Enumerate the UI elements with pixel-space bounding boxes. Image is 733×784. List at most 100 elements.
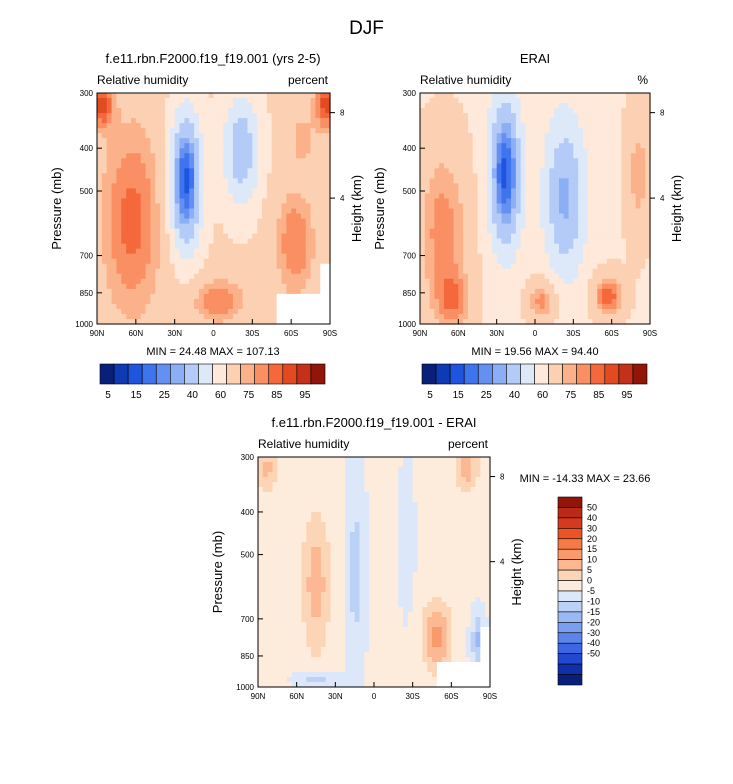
colorbar-swatch: [310, 363, 326, 385]
field-cell: [286, 273, 292, 280]
field-cell: [232, 203, 239, 210]
field-cell: [281, 183, 287, 190]
field-cell: [228, 198, 234, 205]
field-cell: [262, 258, 268, 265]
field-cell: [467, 128, 474, 134]
field-cell: [213, 93, 219, 99]
field-cell: [325, 243, 331, 250]
field-cell: [315, 253, 321, 260]
field-cell: [315, 258, 321, 265]
field-cell: [635, 163, 642, 169]
field-cell: [539, 313, 546, 320]
field-cell: [463, 158, 469, 164]
field-cell: [645, 313, 651, 320]
field-cell: [242, 108, 249, 114]
field-cell: [311, 482, 317, 488]
field-cell: [549, 218, 555, 225]
field-cell: [602, 238, 608, 245]
field-cell: [160, 213, 166, 220]
field-cell: [306, 482, 312, 488]
field-cell: [276, 173, 283, 179]
field-cell: [262, 253, 268, 260]
field-cell: [310, 243, 317, 250]
field-cell: [189, 308, 195, 315]
field-cell: [563, 183, 570, 190]
field-cell: [164, 98, 171, 104]
field-cell: [140, 293, 147, 300]
field-cell: [587, 103, 594, 109]
field-cell: [184, 213, 190, 220]
field-cell: [281, 93, 287, 99]
field-cell: [587, 233, 594, 240]
field-cell: [257, 138, 263, 144]
field-cell: [592, 233, 598, 240]
field-cell: [208, 293, 215, 300]
field-cell: [417, 472, 423, 478]
field-cell: [578, 158, 584, 164]
field-cell: [403, 492, 409, 498]
field-cell: [582, 268, 589, 275]
field-cell: [281, 103, 287, 109]
field-cell: [135, 198, 142, 205]
field-cell: [218, 268, 224, 275]
field-cell: [568, 248, 574, 255]
field-cell: [635, 228, 642, 235]
field-cell: [315, 173, 321, 179]
field-cell: [482, 253, 488, 260]
field-cell: [106, 233, 113, 240]
field-cell: [252, 168, 258, 174]
field-cell: [592, 268, 598, 275]
field-cell: [578, 168, 584, 174]
field-cell: [487, 263, 493, 270]
field-cell: [189, 213, 195, 220]
field-cell: [252, 163, 258, 169]
field-cell: [164, 263, 171, 270]
field-cell: [520, 188, 527, 195]
field-cell: [554, 153, 560, 159]
field-cell: [453, 93, 459, 99]
field-cell: [506, 283, 512, 290]
field-cell: [472, 203, 479, 210]
field-cell: [544, 118, 550, 124]
field-cell: [174, 208, 181, 215]
field-cell: [630, 268, 637, 275]
field-cell: [535, 103, 541, 109]
field-cell: [606, 293, 613, 300]
field-cell: [434, 213, 440, 220]
field-cell: [150, 93, 156, 99]
field-cell: [310, 133, 317, 139]
field-cell: [335, 487, 341, 493]
field-cell: [506, 203, 512, 210]
field-cell: [286, 138, 292, 144]
field-cell: [101, 223, 108, 230]
field-cell: [126, 118, 132, 124]
field-cell: [145, 283, 151, 290]
field-cell: [511, 158, 517, 164]
field-cell: [443, 203, 450, 210]
field-cell: [189, 233, 195, 240]
field-cell: [487, 193, 493, 200]
field-cell: [121, 233, 127, 240]
field-cell: [544, 153, 550, 159]
field-cell: [296, 268, 302, 275]
field-cell: [511, 268, 517, 275]
field-cell: [257, 163, 263, 169]
field-cell: [520, 273, 527, 280]
field-cell: [315, 213, 321, 220]
field-cell: [266, 163, 273, 169]
field-cell: [310, 308, 317, 315]
field-cell: [606, 253, 613, 260]
field-cell: [420, 183, 426, 190]
field-cell: [412, 497, 419, 503]
field-cell: [247, 158, 253, 164]
field-cell: [232, 273, 239, 280]
field-cell: [291, 268, 297, 275]
field-cell: [424, 128, 431, 134]
field-cell: [140, 213, 147, 220]
field-cell: [257, 133, 263, 139]
field-cell: [558, 133, 565, 139]
field-cell: [164, 123, 171, 129]
field-cell: [530, 98, 536, 104]
field-cell: [198, 313, 205, 320]
field-cell: [97, 293, 103, 300]
